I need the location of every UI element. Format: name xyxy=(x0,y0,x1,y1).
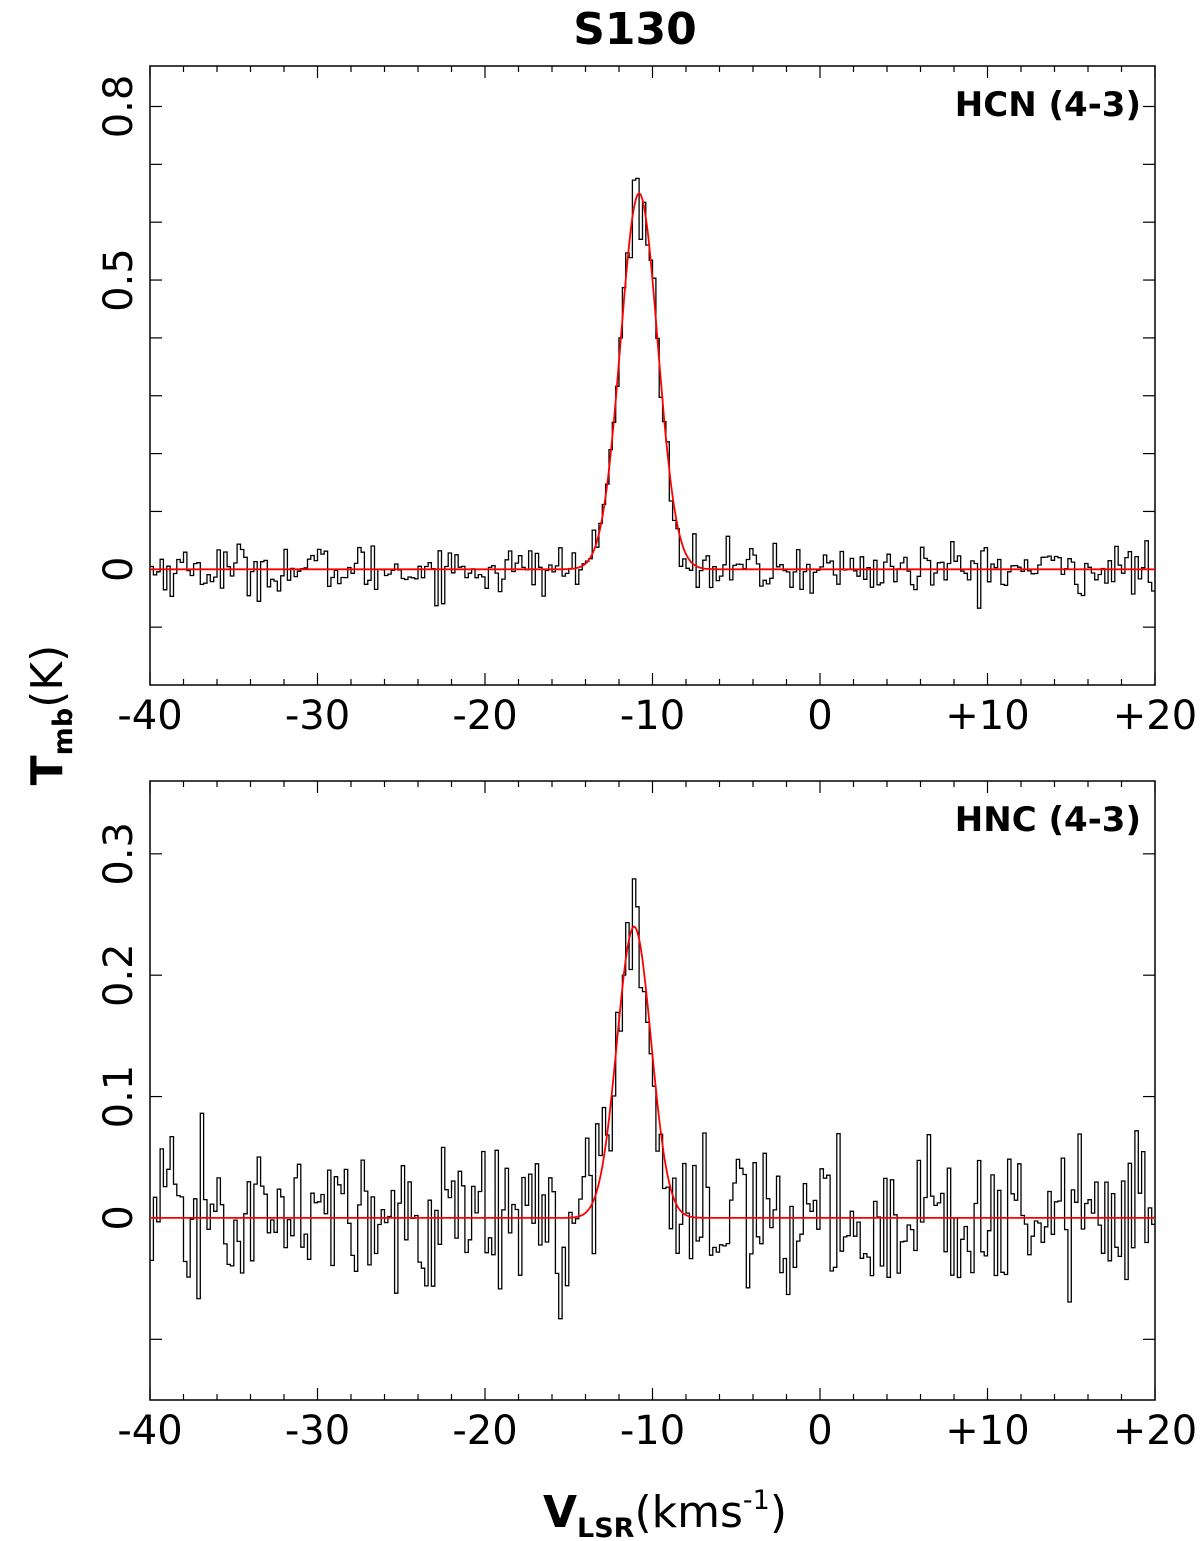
x-tick-label: +20 xyxy=(1113,693,1197,739)
y-axis-label: Tmb(K) xyxy=(22,645,79,786)
x-tick-label: -40 xyxy=(117,1408,182,1454)
y-tick-label: 0.5 xyxy=(96,248,142,312)
x-tick-label: -20 xyxy=(452,693,517,739)
x-tick-label: +10 xyxy=(945,693,1029,739)
panel-hnc: -40 -30 -20 -10 0 +10 +20 0 0.1 0.2 0.3 HNC (4-3) xyxy=(96,780,1197,1454)
x-tick-label: -10 xyxy=(620,1408,685,1454)
y-tick-label: 0.8 xyxy=(96,75,142,139)
y-tick-label: 0 xyxy=(96,557,142,582)
x-tick-label: +20 xyxy=(1113,1408,1197,1454)
y-tick-label: 0 xyxy=(96,1205,142,1230)
x-tick-label: 0 xyxy=(807,1408,832,1454)
y-tick-label: 0.3 xyxy=(96,822,142,886)
x-tick-label: -20 xyxy=(452,1408,517,1454)
panel-label: HNC (4-3) xyxy=(955,800,1141,840)
gaussian-fit-line xyxy=(150,925,1155,1219)
chart-title: S130 xyxy=(573,4,697,55)
spectrum-line xyxy=(150,177,1155,609)
x-tick-label: 0 xyxy=(807,693,832,739)
panel-label: HCN (4-3) xyxy=(955,85,1141,125)
x-tick-label: +10 xyxy=(945,1408,1029,1454)
x-axis-label: VLSR(kms-1) xyxy=(543,1485,787,1541)
y-tick-label: 0.2 xyxy=(96,943,142,1007)
x-tick-label: -10 xyxy=(620,693,685,739)
y-tick-label: 0.1 xyxy=(96,1065,142,1129)
x-tick-label: -40 xyxy=(117,693,182,739)
spectrum-line xyxy=(150,878,1155,1320)
gaussian-fit-line xyxy=(150,192,1155,571)
x-tick-label: -30 xyxy=(285,1408,350,1454)
panel-hcn: -40 -30 -20 -10 0 +10 +20 0 0.5 0.8 HCN (4-3) xyxy=(96,65,1197,739)
plot-frame xyxy=(149,780,1156,1401)
plot-frame xyxy=(149,65,1156,686)
x-tick-label: -30 xyxy=(285,693,350,739)
